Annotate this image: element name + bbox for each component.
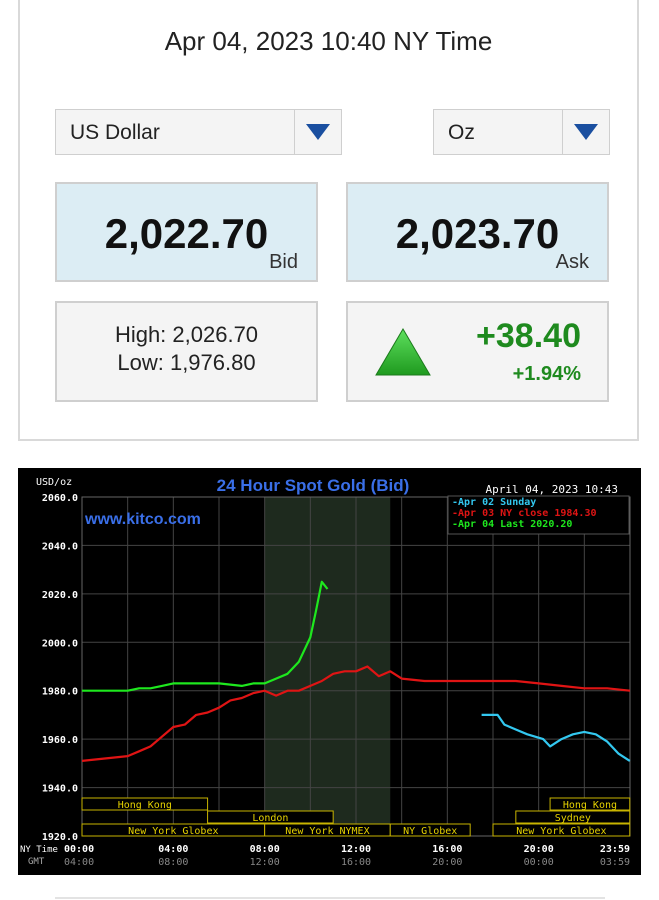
x-tick-label-ny: 00:00: [64, 844, 94, 855]
x-tick-label-gmt: 20:00: [432, 857, 462, 868]
chart-title: 24 Hour Spot Gold (Bid): [217, 476, 410, 495]
y-tick-label: 1960.0: [42, 735, 78, 746]
y-tick-label: 2020.0: [42, 590, 78, 601]
gold-chart-svg: 2060.0 2040.0 2020.0 2000.0 1980.0 1960.0 1940…: [20, 476, 631, 868]
session-bar: [549, 797, 631, 811]
series-line-1: [81, 665, 631, 762]
y-axis-label: USD/oz: [36, 477, 72, 488]
low-value: Low: 1,976.80: [117, 350, 256, 375]
y-tick-label: 2060.0: [42, 493, 78, 504]
quote-timestamp: Apr 04, 2023 10:40 NY Time: [164, 26, 493, 56]
x-tick-label-ny: 20:00: [524, 844, 554, 855]
ask-price-box: 2,023.70 Ask: [346, 182, 609, 282]
y-tick-label: 1980.0: [42, 687, 78, 698]
bid-label: Bid: [269, 251, 298, 273]
legend-entry: -Apr 04 Last 2020.20: [452, 519, 572, 530]
y-tick-label: 2040.0: [42, 541, 78, 552]
shaded-session-region: [264, 497, 391, 836]
series-line-0: [481, 713, 631, 762]
y-tick-label: 2000.0: [42, 638, 78, 649]
x-tick-label-ny: 12:00: [341, 844, 371, 855]
session-label: Hong Kong: [563, 800, 617, 811]
session-label: New York Globex: [128, 826, 218, 837]
session-bar: [81, 797, 209, 811]
legend-entry: -Apr 03 NY close 1984.30: [452, 508, 597, 519]
x-row-label-gmt: GMT: [28, 857, 45, 867]
x-tick-label-ny: 23:59: [600, 844, 630, 855]
legend-entry: -Apr 02 Sunday: [452, 497, 536, 508]
session-bar: [492, 823, 631, 837]
x-tick-label-ny: 04:00: [158, 844, 188, 855]
change-value: +38.40: [476, 317, 581, 355]
session-bar: [207, 810, 334, 824]
session-bar: [515, 810, 631, 824]
x-tick-label-gmt: 12:00: [250, 857, 280, 868]
high-low-box: High: 2,026.70 Low: 1,976.80: [55, 301, 318, 402]
change-percent: +1.94%: [512, 363, 581, 385]
gold-price-chart: 2060.0 2040.0 2020.0 2000.0 1980.0 1960.0 1940…: [18, 468, 641, 875]
x-tick-label-gmt: 04:00: [64, 857, 94, 868]
x-row-label-ny: NY Time: [20, 845, 58, 855]
session-label: NY Globex: [403, 826, 457, 837]
x-tick-label-gmt: 03:59: [600, 857, 630, 868]
unit-dropdown-button[interactable]: [562, 110, 609, 154]
bid-price: 2,022.70: [104, 210, 269, 257]
chart-timestamp: April 04, 2023 10:43: [486, 483, 618, 496]
gold-quote-card: Apr 04, 2023 10:40 NY Time US Dollar Oz …: [18, 0, 639, 441]
x-tick-label-ny: 16:00: [432, 844, 462, 855]
currency-select[interactable]: US Dollar: [55, 109, 342, 155]
session-bar: [389, 823, 471, 837]
y-tick-label: 1920.0: [42, 832, 78, 843]
x-tick-label-gmt: 00:00: [524, 857, 554, 868]
currency-select-value: US Dollar: [70, 121, 160, 144]
bid-price-box: 2,022.70 Bid: [55, 182, 318, 282]
ask-label: Ask: [555, 251, 589, 273]
x-tick-label-gmt: 08:00: [158, 857, 188, 868]
ask-price: 2,023.70: [395, 210, 560, 257]
y-tick-label: 1940.0: [42, 784, 78, 795]
change-box: +38.40 +1.94%: [346, 301, 609, 402]
series-line-2: [82, 580, 329, 692]
session-label: Hong Kong: [118, 800, 172, 811]
unit-select-value: Oz: [448, 121, 475, 144]
session-label: London: [252, 813, 288, 824]
legend-box: [447, 495, 630, 535]
x-tick-label-gmt: 16:00: [341, 857, 371, 868]
session-label: Sydney: [555, 813, 591, 824]
high-value: High: 2,026.70: [114, 322, 259, 347]
session-label: New York Globex: [516, 826, 606, 837]
triangle-up-icon: [375, 328, 431, 376]
session-label: New York NYMEX: [285, 826, 369, 837]
unit-select[interactable]: Oz: [433, 109, 610, 155]
triangle-down-icon: [574, 124, 598, 140]
bottom-divider: [55, 897, 605, 899]
currency-dropdown-button[interactable]: [294, 110, 341, 154]
x-tick-label-ny: 08:00: [250, 844, 280, 855]
triangle-down-icon: [306, 124, 330, 140]
chart-watermark: www.kitco.com: [84, 511, 201, 528]
